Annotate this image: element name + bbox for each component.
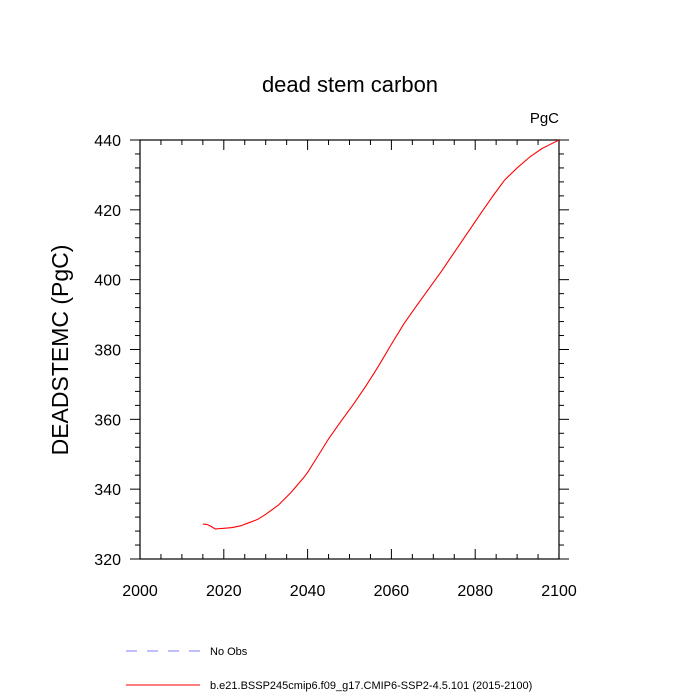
- x-tick-label: 2080: [457, 583, 493, 600]
- y-tick-label: 420: [94, 203, 121, 220]
- data-series: [202, 139, 560, 530]
- x-tick-label: 2040: [290, 583, 326, 600]
- axis-ticks: [130, 139, 569, 560]
- legend: No Obs b.e21.BSSP245cmip6.f09_g17.CMIP6-…: [126, 646, 532, 692]
- y-tick-label: 400: [94, 273, 121, 290]
- x-tick-label: 2100: [541, 583, 577, 600]
- y-tick-label: 360: [94, 412, 121, 429]
- units-label: PgC: [530, 110, 559, 127]
- plot-frame: [139, 139, 560, 560]
- legend-label-no-obs: No Obs: [210, 646, 248, 658]
- y-axis-label: DEADSTEMC (PgC): [47, 245, 73, 456]
- legend-label-model-run: b.e21.BSSP245cmip6.f09_g17.CMIP6-SSP2-4.…: [210, 680, 532, 692]
- x-tick-label: 2000: [122, 583, 158, 600]
- x-tick-label: 2060: [374, 583, 410, 600]
- x-tick-label: 2020: [206, 583, 242, 600]
- series-line: [202, 139, 560, 530]
- y-tick-label: 340: [94, 482, 121, 499]
- y-tick-label: 380: [94, 343, 121, 360]
- chart-title: dead stem carbon: [262, 72, 438, 97]
- x-tick-labels: 2000 2020 2040 2060 2080 2100: [122, 583, 577, 600]
- y-tick-label: 440: [94, 133, 121, 150]
- y-tick-label: 320: [94, 552, 121, 569]
- y-tick-labels: 320 340 360 380 400 420 440: [94, 133, 121, 569]
